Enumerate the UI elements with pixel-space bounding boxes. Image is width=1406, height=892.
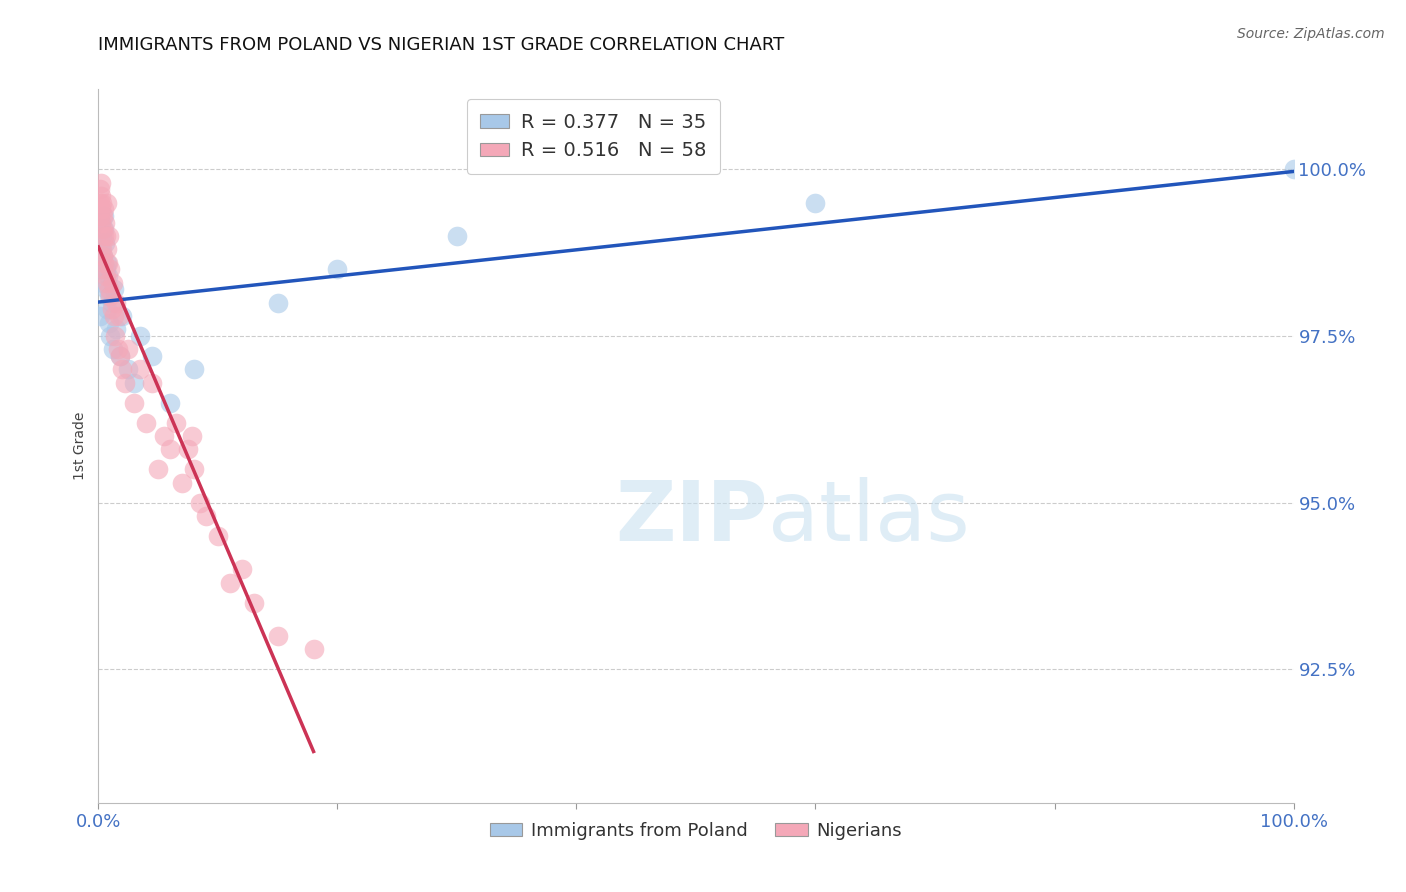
- Point: [231, 562, 253, 576]
- Point: [188, 496, 211, 510]
- Point: [89, 182, 111, 196]
- Point: [96, 282, 118, 296]
- Point: [148, 462, 170, 476]
- Point: [89, 262, 111, 277]
- Point: [135, 416, 157, 430]
- Point: [89, 309, 111, 323]
- Point: [267, 295, 290, 310]
- Point: [94, 268, 117, 283]
- Point: [804, 195, 827, 210]
- Point: [96, 195, 118, 210]
- Point: [180, 429, 202, 443]
- Point: [129, 329, 152, 343]
- Point: [103, 309, 125, 323]
- Point: [103, 282, 125, 296]
- Point: [96, 255, 118, 269]
- Point: [90, 189, 112, 203]
- Point: [183, 362, 205, 376]
- Point: [93, 209, 115, 223]
- Point: [98, 289, 122, 303]
- Point: [100, 302, 122, 317]
- Point: [91, 228, 114, 243]
- Point: [105, 295, 128, 310]
- Point: [90, 216, 112, 230]
- Point: [93, 222, 115, 236]
- Point: [104, 329, 127, 343]
- Point: [267, 629, 290, 643]
- Point: [91, 262, 114, 277]
- Point: [107, 343, 129, 357]
- Point: [101, 343, 124, 357]
- Point: [207, 529, 229, 543]
- Point: [93, 255, 115, 269]
- Point: [97, 228, 120, 243]
- Point: [177, 442, 200, 457]
- Point: [96, 302, 118, 317]
- Point: [124, 376, 146, 390]
- Point: [94, 216, 117, 230]
- Point: [141, 349, 163, 363]
- Point: [105, 322, 128, 336]
- Point: [96, 276, 118, 290]
- Point: [98, 329, 122, 343]
- Point: [159, 442, 181, 457]
- Point: [91, 209, 114, 223]
- Point: [89, 195, 111, 210]
- Point: [111, 309, 134, 323]
- Point: [195, 509, 218, 524]
- Point: [108, 349, 131, 363]
- Point: [159, 395, 181, 409]
- Point: [117, 343, 139, 357]
- Point: [91, 249, 114, 263]
- Text: IMMIGRANTS FROM POLAND VS NIGERIAN 1ST GRADE CORRELATION CHART: IMMIGRANTS FROM POLAND VS NIGERIAN 1ST G…: [98, 36, 785, 54]
- Point: [90, 242, 112, 256]
- Point: [90, 176, 112, 190]
- Point: [172, 475, 194, 490]
- Point: [91, 276, 114, 290]
- Point: [129, 362, 152, 376]
- Point: [89, 209, 111, 223]
- Point: [96, 242, 118, 256]
- Point: [91, 195, 114, 210]
- Point: [97, 316, 120, 330]
- Point: [326, 262, 349, 277]
- Point: [93, 228, 115, 243]
- Point: [96, 228, 118, 243]
- Point: [98, 282, 121, 296]
- Point: [98, 262, 121, 277]
- Point: [141, 376, 163, 390]
- Point: [97, 268, 120, 283]
- Point: [93, 202, 115, 217]
- Point: [111, 362, 134, 376]
- Point: [153, 429, 176, 443]
- Point: [107, 309, 129, 323]
- Point: [94, 262, 117, 277]
- Point: [243, 596, 266, 610]
- Text: atlas: atlas: [768, 477, 969, 558]
- Point: [90, 216, 112, 230]
- Point: [97, 255, 120, 269]
- Text: ZIP: ZIP: [616, 477, 768, 558]
- Point: [91, 222, 114, 236]
- Point: [1282, 162, 1305, 177]
- Point: [124, 395, 146, 409]
- Point: [91, 242, 114, 256]
- Text: Source: ZipAtlas.com: Source: ZipAtlas.com: [1237, 27, 1385, 41]
- Point: [100, 295, 122, 310]
- Point: [91, 249, 114, 263]
- Point: [108, 349, 131, 363]
- Point: [183, 462, 205, 476]
- Point: [101, 276, 124, 290]
- Y-axis label: 1st Grade: 1st Grade: [73, 412, 87, 480]
- Point: [165, 416, 187, 430]
- Point: [98, 289, 121, 303]
- Point: [114, 376, 136, 390]
- Point: [94, 235, 117, 250]
- Point: [446, 228, 468, 243]
- Point: [219, 575, 242, 590]
- Point: [117, 362, 139, 376]
- Legend: Immigrants from Poland, Nigerians: Immigrants from Poland, Nigerians: [482, 815, 910, 847]
- Point: [90, 202, 112, 217]
- Point: [302, 642, 325, 657]
